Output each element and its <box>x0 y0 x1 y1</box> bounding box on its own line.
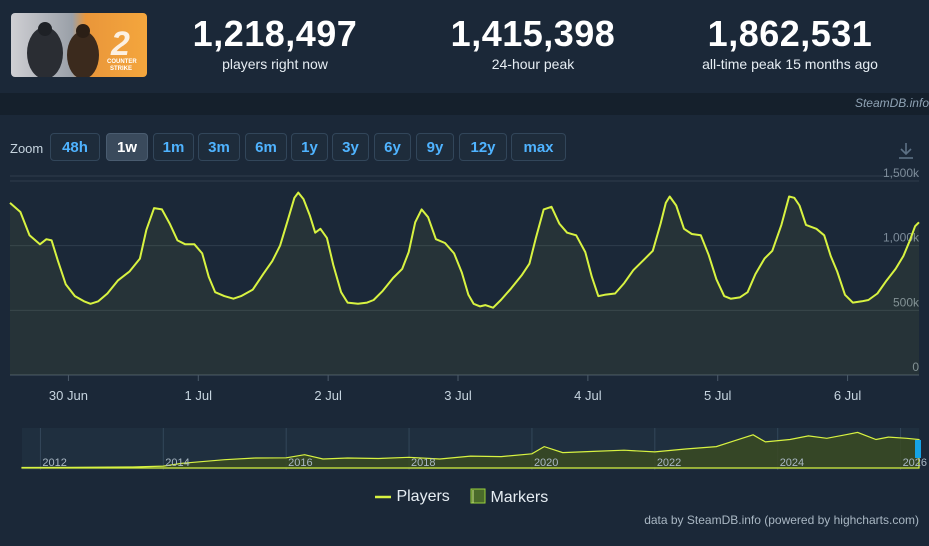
players-legend-icon <box>375 495 391 499</box>
svg-text:2: 2 <box>110 25 130 63</box>
zoom-3m-button[interactable]: 3m <box>198 133 240 161</box>
current-players-label: players right now <box>222 56 328 72</box>
current-players-value: 1,218,497 <box>192 13 358 54</box>
zoom-9y-button[interactable]: 9y <box>416 133 454 161</box>
stat-current-players: 1,218,497 players right now <box>180 12 370 72</box>
y-tick-label: 1,500k <box>883 168 920 180</box>
x-axis-ticks: 30 Jun 1 Jul 2 Jul 3 Jul 4 Jul 5 Jul 6 Jul <box>49 375 862 403</box>
players-chart[interactable]: 0 500k 1,000k 1,500k 30 Jun 1 Jul 2 Jul 3 Jul 4… <box>0 168 929 408</box>
navigator-chart[interactable]: 2012 2014 2016 2018 2020 2022 2024 2026 <box>0 426 929 472</box>
svg-text:STRIKE: STRIKE <box>110 66 132 72</box>
x-tick-label: 6 Jul <box>834 388 862 403</box>
stats-header: 2 COUNTER STRIKE 1,218,497 players right… <box>0 0 929 93</box>
zoom-1m-button[interactable]: 1m <box>153 133 194 161</box>
x-tick-label: 3 Jul <box>444 388 472 403</box>
download-icon[interactable] <box>895 140 917 162</box>
y-tick-label: 500k <box>893 295 920 309</box>
legend-markers[interactable]: Markers <box>470 488 548 507</box>
stat-all-time-peak: 1,862,531 all-time peak 15 months ago <box>690 12 890 72</box>
navigator-year-label: 2020 <box>534 457 558 469</box>
peak-24h-label: 24-hour peak <box>491 56 575 72</box>
y-axis-ticks: 0 500k 1,000k 1,500k <box>883 168 920 374</box>
x-tick-label: 5 Jul <box>704 388 732 403</box>
zoom-max-button[interactable]: max <box>511 133 566 161</box>
navigator-year-labels: 2012 2014 2016 2018 2020 2022 2024 2026 <box>42 457 927 469</box>
game-cover-art[interactable]: 2 COUNTER STRIKE <box>11 13 147 77</box>
zoom-1w-button[interactable]: 1w <box>106 133 148 161</box>
x-tick-label: 2 Jul <box>314 388 342 403</box>
x-tick-label: 4 Jul <box>574 388 602 403</box>
stat-24h-peak: 1,415,398 24-hour peak <box>438 12 628 72</box>
navigator-handle[interactable] <box>915 440 921 458</box>
navigator-area <box>21 431 920 469</box>
footer-credit[interactable]: data by SteamDB.info (powered by highcha… <box>644 513 919 527</box>
y-tick-label: 1,000k <box>883 231 920 245</box>
legend-players-label: Players <box>396 488 450 505</box>
navigator-year-label: 2024 <box>780 457 804 469</box>
steamdb-credit[interactable]: SteamDB.info <box>854 96 929 110</box>
all-time-peak-value: 1,862,531 <box>707 13 873 54</box>
navigator-year-label: 2016 <box>288 457 312 469</box>
players-series-line <box>9 191 920 309</box>
zoom-6m-button[interactable]: 6m <box>245 133 287 161</box>
legend-markers-label: Markers <box>490 489 549 506</box>
zoom-48h-button[interactable]: 48h <box>50 133 100 161</box>
zoom-3y-button[interactable]: 3y <box>332 133 369 161</box>
legend-players[interactable]: Players <box>374 488 450 506</box>
chart-gridlines <box>10 175 919 376</box>
navigator-year-label: 2018 <box>411 457 435 469</box>
navigator-year-label: 2022 <box>657 457 681 469</box>
navigator-year-label: 2014 <box>165 457 189 469</box>
all-time-peak-label: all-time peak 15 months ago <box>702 56 878 72</box>
navigator-year-label: 2026 <box>903 457 927 469</box>
markers-flag-icon <box>470 488 486 504</box>
x-tick-label: 1 Jul <box>185 388 213 403</box>
navigator-year-label: 2012 <box>42 457 66 469</box>
game-logo-text: COUNTER <box>107 59 137 65</box>
y-tick-label: 0 <box>912 360 919 374</box>
steamdb-credit-bar: SteamDB.info <box>0 93 929 115</box>
zoom-12y-button[interactable]: 12y <box>459 133 507 161</box>
x-tick-label: 30 Jun <box>49 388 88 403</box>
zoom-6y-button[interactable]: 6y <box>374 133 411 161</box>
peak-24h-value: 1,415,398 <box>450 13 616 54</box>
zoom-label: Zoom <box>10 141 44 156</box>
zoom-1y-button[interactable]: 1y <box>291 133 328 161</box>
